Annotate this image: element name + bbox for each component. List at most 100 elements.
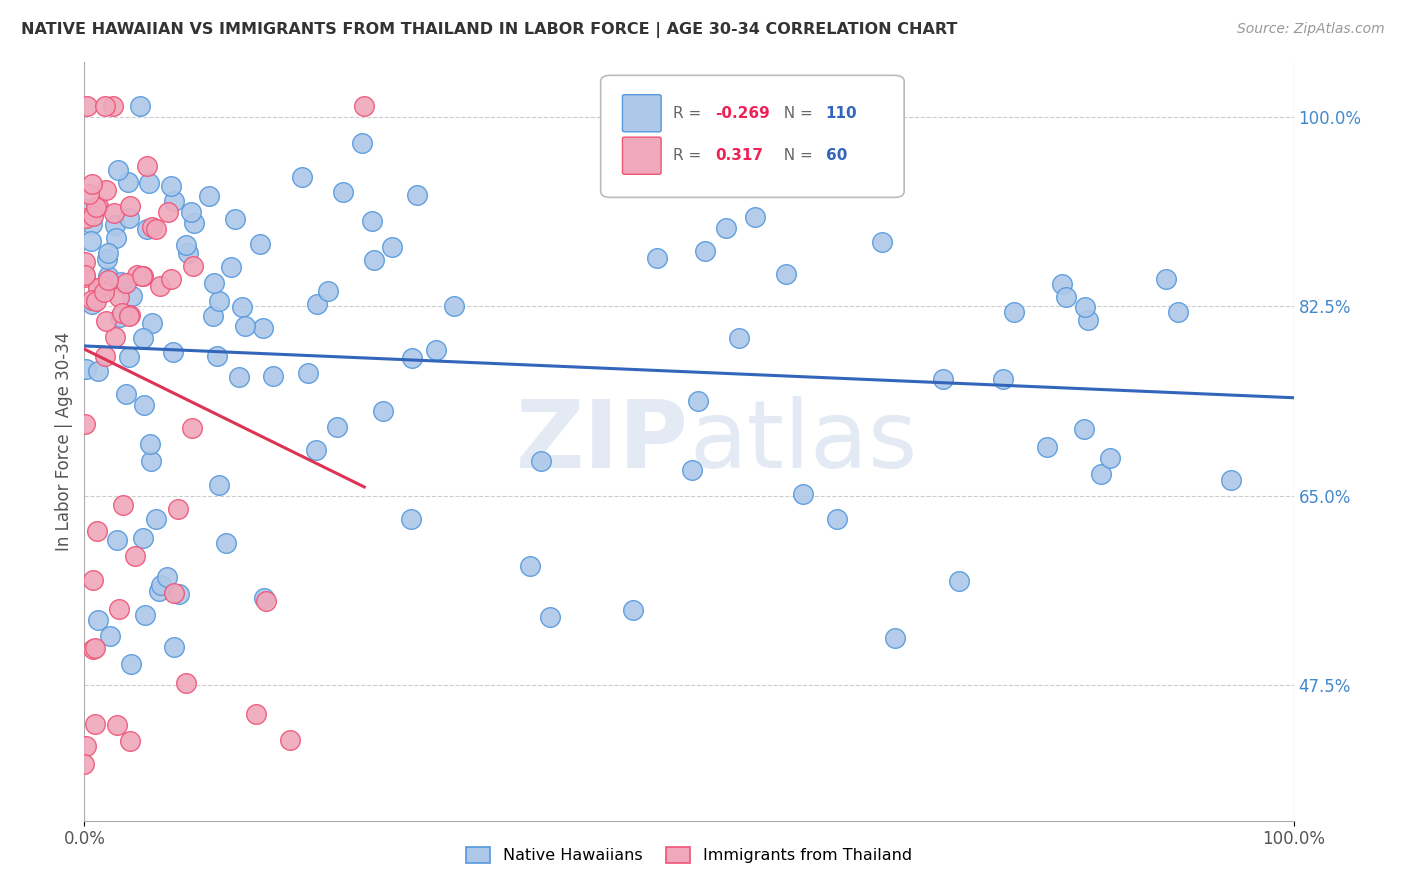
Point	[262, 368, 284, 383]
Point	[425, 343, 447, 357]
Point	[118, 734, 141, 748]
Point	[948, 574, 970, 589]
Point	[183, 217, 205, 231]
Point	[1219, 473, 1241, 487]
Point	[141, 316, 163, 330]
Point	[131, 269, 153, 284]
Text: -0.269: -0.269	[716, 106, 770, 120]
Point	[105, 718, 128, 732]
Point	[117, 175, 139, 189]
Point	[177, 246, 200, 260]
Point	[825, 512, 848, 526]
Point	[97, 268, 120, 283]
Point	[73, 255, 96, 269]
Point	[131, 331, 153, 345]
Point	[167, 501, 190, 516]
Point	[82, 642, 104, 657]
Point	[529, 454, 551, 468]
Point	[278, 732, 301, 747]
Text: R =: R =	[673, 148, 711, 163]
Point	[80, 296, 103, 310]
Point	[87, 613, 110, 627]
Y-axis label: In Labor Force | Age 30-34: In Labor Force | Age 30-34	[55, 332, 73, 551]
Point	[87, 199, 110, 213]
Point	[681, 463, 703, 477]
Point	[120, 199, 142, 213]
Point	[1073, 421, 1095, 435]
Point	[108, 310, 131, 324]
Point	[1077, 312, 1099, 326]
Point	[101, 99, 124, 113]
Point	[132, 397, 155, 411]
Point	[792, 487, 814, 501]
Point	[136, 159, 159, 173]
Point	[118, 211, 141, 226]
Point	[361, 214, 384, 228]
Point	[84, 200, 107, 214]
Point	[73, 756, 96, 771]
Point	[97, 245, 120, 260]
Point	[197, 188, 219, 202]
Point	[87, 281, 110, 295]
Point	[352, 136, 374, 150]
Point	[228, 370, 250, 384]
Point	[84, 717, 107, 731]
Point	[163, 640, 186, 654]
FancyBboxPatch shape	[600, 75, 904, 197]
Point	[121, 289, 143, 303]
Point	[86, 364, 108, 378]
Point	[75, 211, 97, 225]
Point	[538, 610, 561, 624]
Point	[94, 99, 117, 113]
Point	[132, 268, 155, 283]
Point	[112, 498, 135, 512]
Point	[73, 268, 96, 283]
Point	[96, 252, 118, 267]
Point	[110, 275, 132, 289]
Point	[131, 531, 153, 545]
Point	[326, 420, 349, 434]
Text: 0.317: 0.317	[716, 148, 763, 163]
Point	[1090, 467, 1112, 482]
Point	[249, 236, 271, 251]
Point	[145, 221, 167, 235]
Point	[1098, 450, 1121, 465]
Text: 60: 60	[825, 148, 846, 163]
Point	[75, 361, 97, 376]
Point	[254, 593, 277, 607]
Point	[111, 306, 134, 320]
Point	[991, 372, 1014, 386]
Point	[305, 297, 328, 311]
Text: N =: N =	[773, 148, 817, 163]
Point	[202, 309, 225, 323]
Point	[80, 293, 103, 308]
Point	[316, 285, 339, 299]
Point	[245, 707, 267, 722]
Point	[1154, 272, 1177, 286]
Point	[124, 549, 146, 564]
Point	[363, 253, 385, 268]
Point	[253, 591, 276, 605]
Point	[180, 204, 202, 219]
Point	[207, 478, 229, 492]
Point	[141, 454, 163, 468]
Point	[621, 603, 644, 617]
Point	[104, 231, 127, 245]
Point	[125, 268, 148, 283]
Point	[401, 351, 423, 365]
Point	[80, 177, 103, 191]
Text: 110: 110	[825, 106, 858, 120]
Point	[883, 631, 905, 645]
Point	[76, 202, 98, 217]
Point	[353, 99, 375, 113]
Text: N =: N =	[773, 106, 817, 120]
Point	[519, 558, 541, 573]
Point	[118, 350, 141, 364]
Point	[399, 512, 422, 526]
Point	[79, 186, 101, 201]
Point	[91, 279, 114, 293]
Point	[141, 220, 163, 235]
Point	[406, 188, 429, 202]
Point	[744, 210, 766, 224]
Point	[332, 185, 354, 199]
